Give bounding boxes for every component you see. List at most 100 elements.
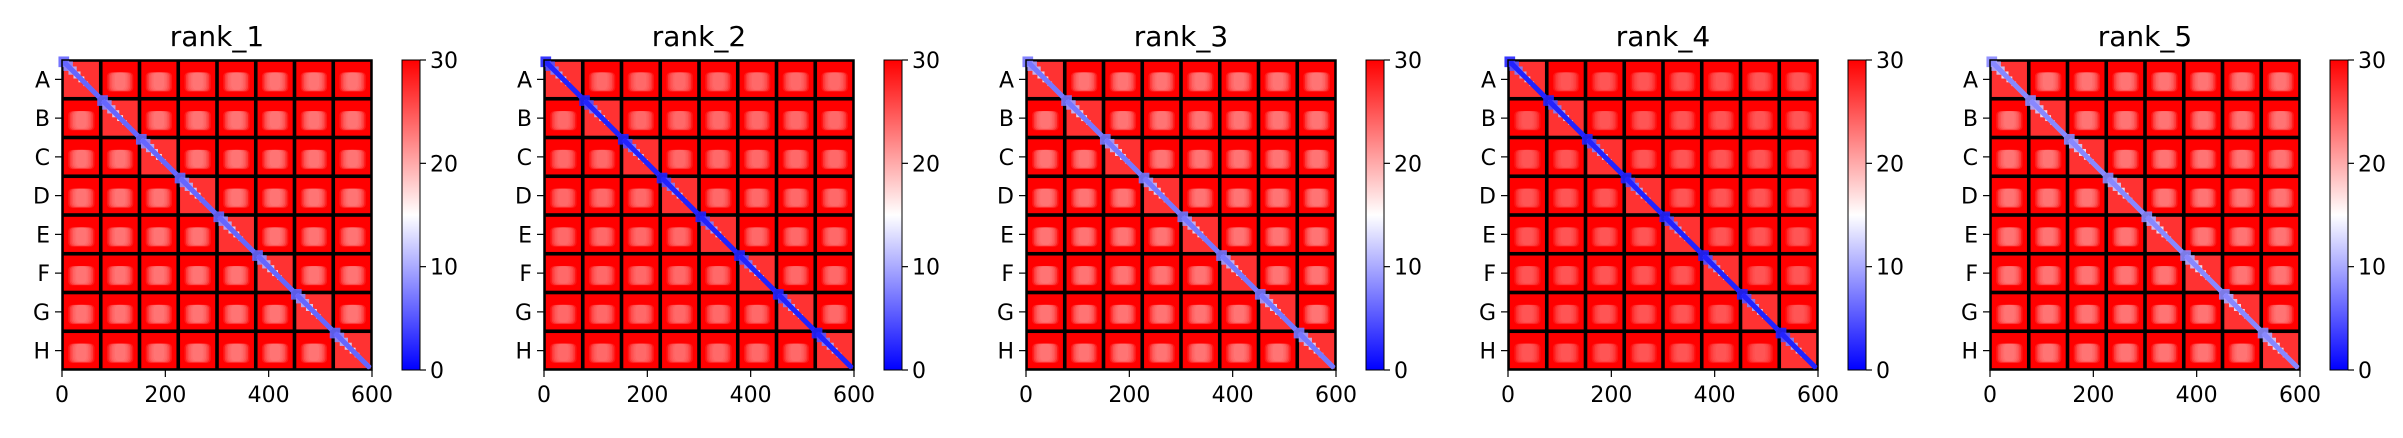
offdiag-patch: [1519, 227, 1536, 246]
offdiag-patch: [1153, 304, 1170, 323]
heatmap-block: [1587, 178, 1623, 214]
offdiag-patch: [2196, 72, 2210, 91]
diag-line: [776, 292, 816, 332]
offdiag-patch: [1632, 227, 1656, 247]
offdiag-patch: [113, 343, 127, 362]
heatmap-block: [1587, 333, 1623, 369]
offdiag-patch: [2036, 304, 2060, 324]
offdiag-patch: [2042, 188, 2054, 206]
heatmap-block: [1066, 294, 1102, 330]
offdiag-patch: [1560, 188, 1572, 206]
panel-title: rank_2: [652, 20, 746, 53]
offdiag-patch: [821, 304, 848, 325]
offdiag-patch: [2002, 149, 2017, 168]
offdiag-patch: [1669, 304, 1696, 325]
diag-line: [2183, 253, 2223, 293]
block-fill: [1509, 216, 1545, 252]
offdiag-patch: [708, 111, 729, 130]
block-fill: [257, 178, 293, 214]
offdiag-patch: [1187, 111, 1214, 131]
offdiag-patch: [558, 149, 569, 168]
heatmap-block: [218, 255, 254, 291]
offdiag-patch: [2189, 227, 2217, 247]
heatmap-block: [141, 255, 177, 291]
block-fill: [1664, 178, 1700, 214]
offdiag-patch: [1032, 111, 1059, 131]
offdiag-patch: [1559, 149, 1573, 168]
heatmap-block: [2263, 100, 2299, 136]
offdiag-patch: [1074, 188, 1095, 208]
offdiag-patch: [1116, 343, 1130, 362]
offdiag-patch: [590, 227, 614, 247]
heatmap-block: [623, 294, 659, 330]
offdiag-patch: [1749, 188, 1770, 208]
offdiag-patch: [1557, 188, 1575, 207]
offdiag-patch: [1709, 343, 1733, 363]
heatmap-block: [2185, 333, 2221, 369]
offdiag-patch: [713, 266, 724, 284]
block-fill: [778, 61, 814, 97]
offdiag-patch: [2228, 266, 2256, 286]
offdiag-patch: [1150, 304, 1174, 324]
offdiag-patch: [2235, 188, 2249, 207]
offdiag-patch: [308, 111, 320, 129]
offdiag-patch: [344, 188, 361, 207]
heatmap-block: [778, 100, 814, 136]
axes-frame: [61, 59, 373, 371]
offdiag-patch: [2228, 111, 2256, 131]
heatmap-block: [1581, 133, 1625, 177]
block-fill: [2069, 294, 2105, 330]
offdiag-patch: [1753, 111, 1767, 129]
offdiag-patch: [1520, 149, 1535, 168]
offdiag-patch: [261, 188, 289, 208]
y-tick-label: F: [519, 262, 532, 287]
offdiag-patch: [263, 343, 287, 363]
offdiag-patch: [827, 227, 842, 246]
block-fill: [1221, 294, 1257, 330]
block-fill: [141, 61, 177, 97]
offdiag-patch: [263, 149, 287, 169]
offdiag-patch: [2275, 266, 2286, 284]
offdiag-patch: [2001, 111, 2018, 130]
block-fill: [1991, 294, 2027, 330]
offdiag-patch: [2196, 188, 2210, 207]
offdiag-patch: [1156, 72, 1167, 90]
offdiag-patch: [632, 304, 650, 323]
offdiag-patch: [2115, 343, 2136, 363]
block-fill: [1144, 216, 1180, 252]
offdiag-patch: [2273, 72, 2288, 91]
diag-line: [217, 215, 256, 254]
offdiag-patch: [74, 149, 89, 168]
heatmap-block: [1703, 216, 1739, 252]
offdiag-patch: [1264, 149, 1292, 170]
heatmap-block: [1509, 216, 1545, 252]
offdiag-patch: [2230, 188, 2254, 208]
block-fill: [1664, 255, 1700, 291]
heatmap-block: [2108, 216, 2144, 252]
block-fill: [180, 333, 216, 369]
offdiag-patch: [550, 227, 577, 247]
offdiag-patch: [192, 227, 203, 245]
offdiag-patch: [1077, 266, 1091, 284]
heatmap-block: [2263, 216, 2299, 252]
offdiag-patch: [782, 343, 810, 363]
offdiag-patch: [1638, 227, 1649, 245]
heatmap-block: [1991, 333, 2027, 369]
offdiag-patch: [829, 227, 840, 245]
offdiag-patch: [1153, 111, 1170, 130]
offdiag-patch: [184, 149, 211, 170]
offdiag-patch: [750, 343, 764, 362]
heatmap-block: [662, 294, 698, 330]
offdiag-patch: [228, 72, 245, 91]
offdiag-patch: [789, 72, 803, 91]
block-fill: [1781, 178, 1817, 214]
offdiag-patch: [2270, 111, 2291, 130]
offdiag-patch: [1711, 149, 1732, 169]
heatmap-block: [817, 100, 853, 136]
offdiag-patch: [300, 72, 328, 92]
offdiag-patch: [1266, 111, 1290, 131]
heatmap-block: [1504, 56, 1547, 99]
offdiag-patch: [1674, 343, 1691, 362]
offdiag-patch: [1677, 149, 1688, 168]
offdiag-patch: [711, 111, 726, 129]
